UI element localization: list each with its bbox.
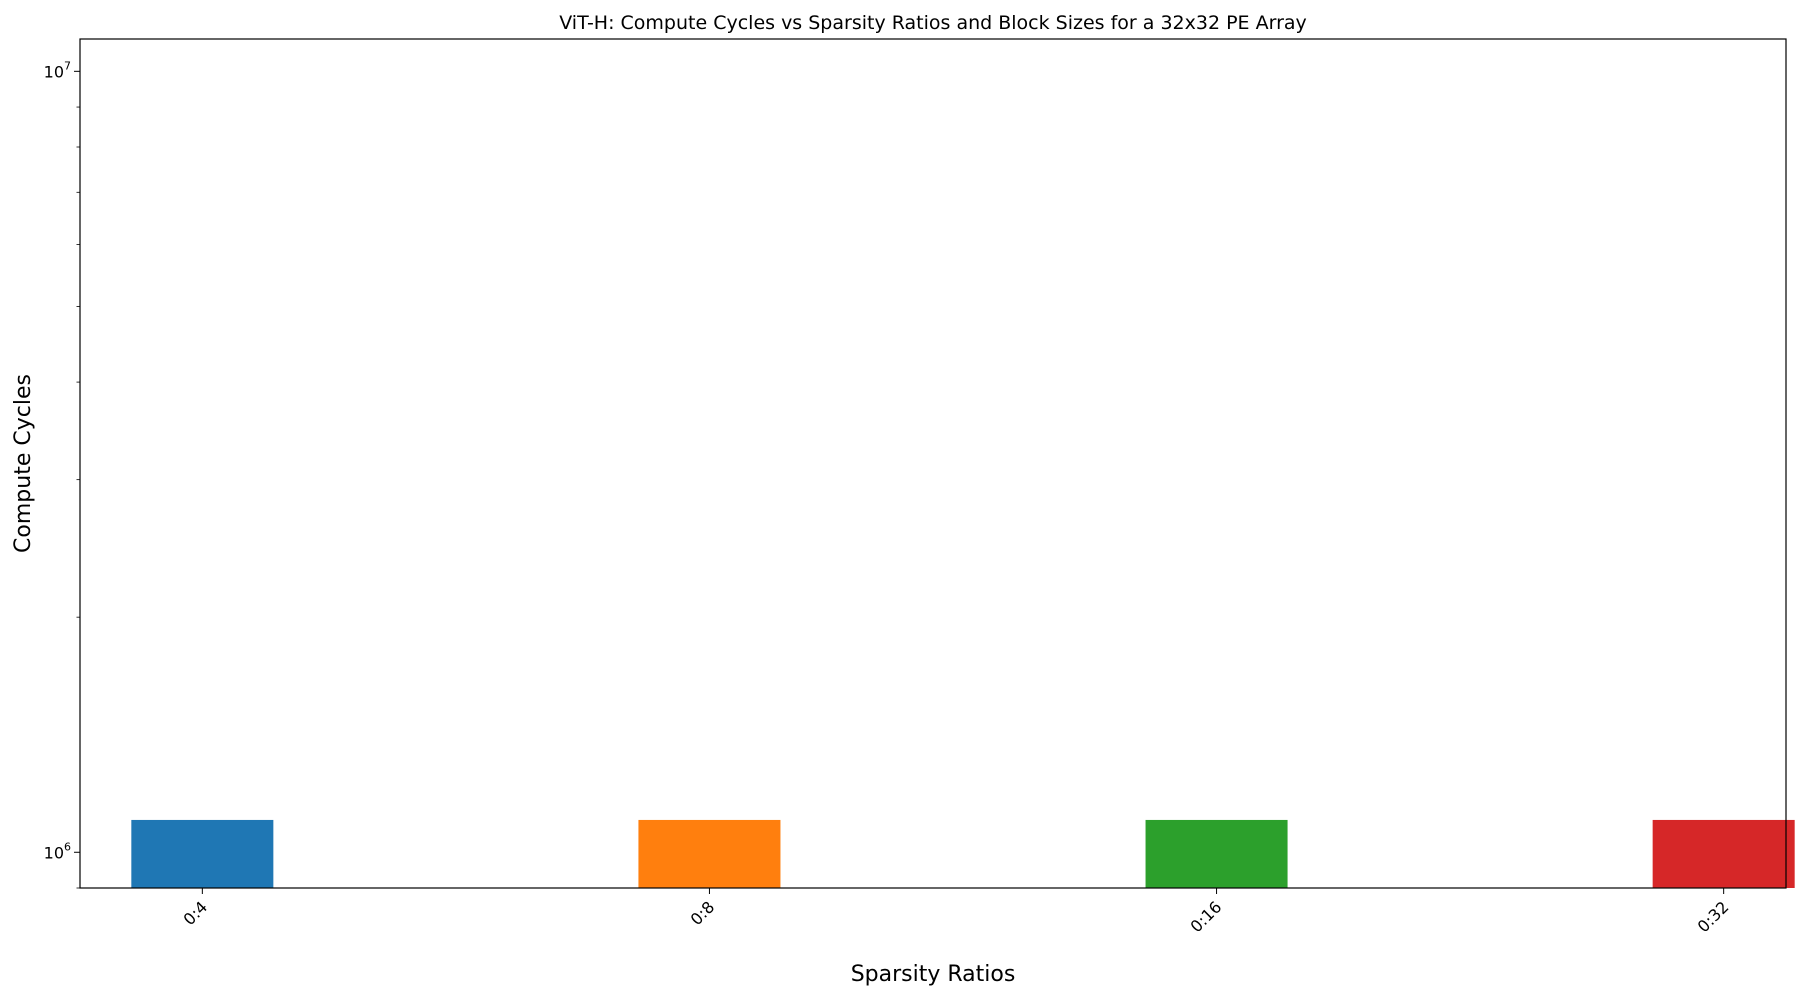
y-tick-label: 107	[44, 59, 71, 81]
x-tick-label: 0:8	[687, 897, 719, 929]
bar-0:8	[638, 819, 781, 888]
x-tick-label: 0:32	[1694, 897, 1733, 936]
y-axis-label: Compute Cycles	[11, 374, 36, 553]
chart-title: ViT-H: Compute Cycles vs Sparsity Ratios…	[559, 12, 1307, 34]
bars-group	[131, 819, 1795, 888]
bar-0:32	[1652, 819, 1795, 888]
bar-0:4	[131, 819, 274, 888]
x-axis-label: Sparsity Ratios	[851, 962, 1016, 987]
x-tick-label: 0:4	[180, 897, 212, 929]
x-ticks-group: 0:4 0:8 0:16 0:32	[180, 888, 1733, 936]
y-ticks-group: 106 107	[44, 59, 80, 889]
plot-frame	[79, 38, 1787, 889]
bar-0:16	[1145, 819, 1288, 888]
x-tick-label: 0:16	[1187, 897, 1226, 936]
y-tick-label: 106	[44, 840, 71, 862]
